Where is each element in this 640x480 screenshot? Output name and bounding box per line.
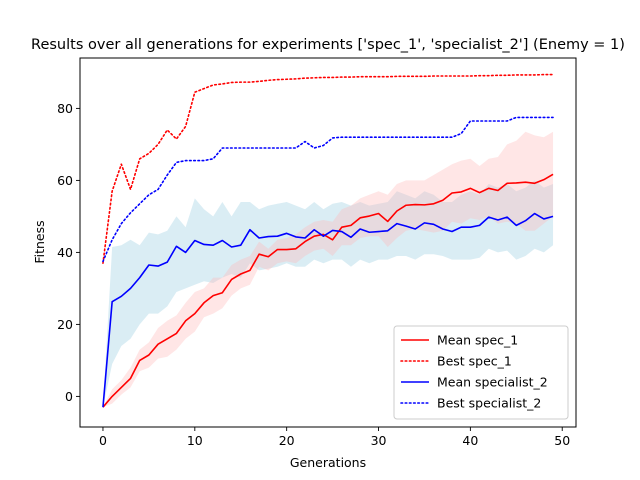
x-tick-label: 0 [99,433,107,448]
series-line-best-specialist-2 [102,116,554,263]
y-tick-label: 20 [57,317,73,332]
legend-label: Mean spec_1 [437,333,518,348]
series-line-mean-spec-1 [102,173,554,408]
y-axis-ticks: 0 20 40 60 80 [57,101,80,404]
chart-title: Results over all generations for experim… [31,37,625,53]
legend-box [393,325,569,420]
x-axis-ticks: 0 10 20 30 40 50 [99,427,570,448]
x-tick-label: 50 [554,433,570,448]
y-tick-label: 60 [57,173,73,188]
legend-label: Mean specialist_2 [437,375,548,390]
x-tick-label: 20 [279,433,295,448]
y-tick-label: 0 [65,389,73,404]
y-tick-label: 80 [57,101,73,116]
y-axis-label: Fitness [32,220,47,263]
series-line-mean-specialist-2 [102,212,554,408]
x-tick-label: 30 [371,433,387,448]
y-tick-label: 40 [57,245,73,260]
series-line-best-spec-1 [102,73,554,265]
plot-frame [79,57,577,428]
x-tick-label: 40 [462,433,478,448]
band-specialist-2 [102,180,554,408]
x-tick-label: 10 [187,433,203,448]
series-lines [102,73,554,408]
x-axis-label: Generations [290,455,366,470]
legend-label: Best spec_1 [437,354,512,369]
legend-label: Best specialist_2 [437,396,541,411]
legend: Mean spec_1 Best spec_1 Mean specialist_2 B… [393,325,569,420]
